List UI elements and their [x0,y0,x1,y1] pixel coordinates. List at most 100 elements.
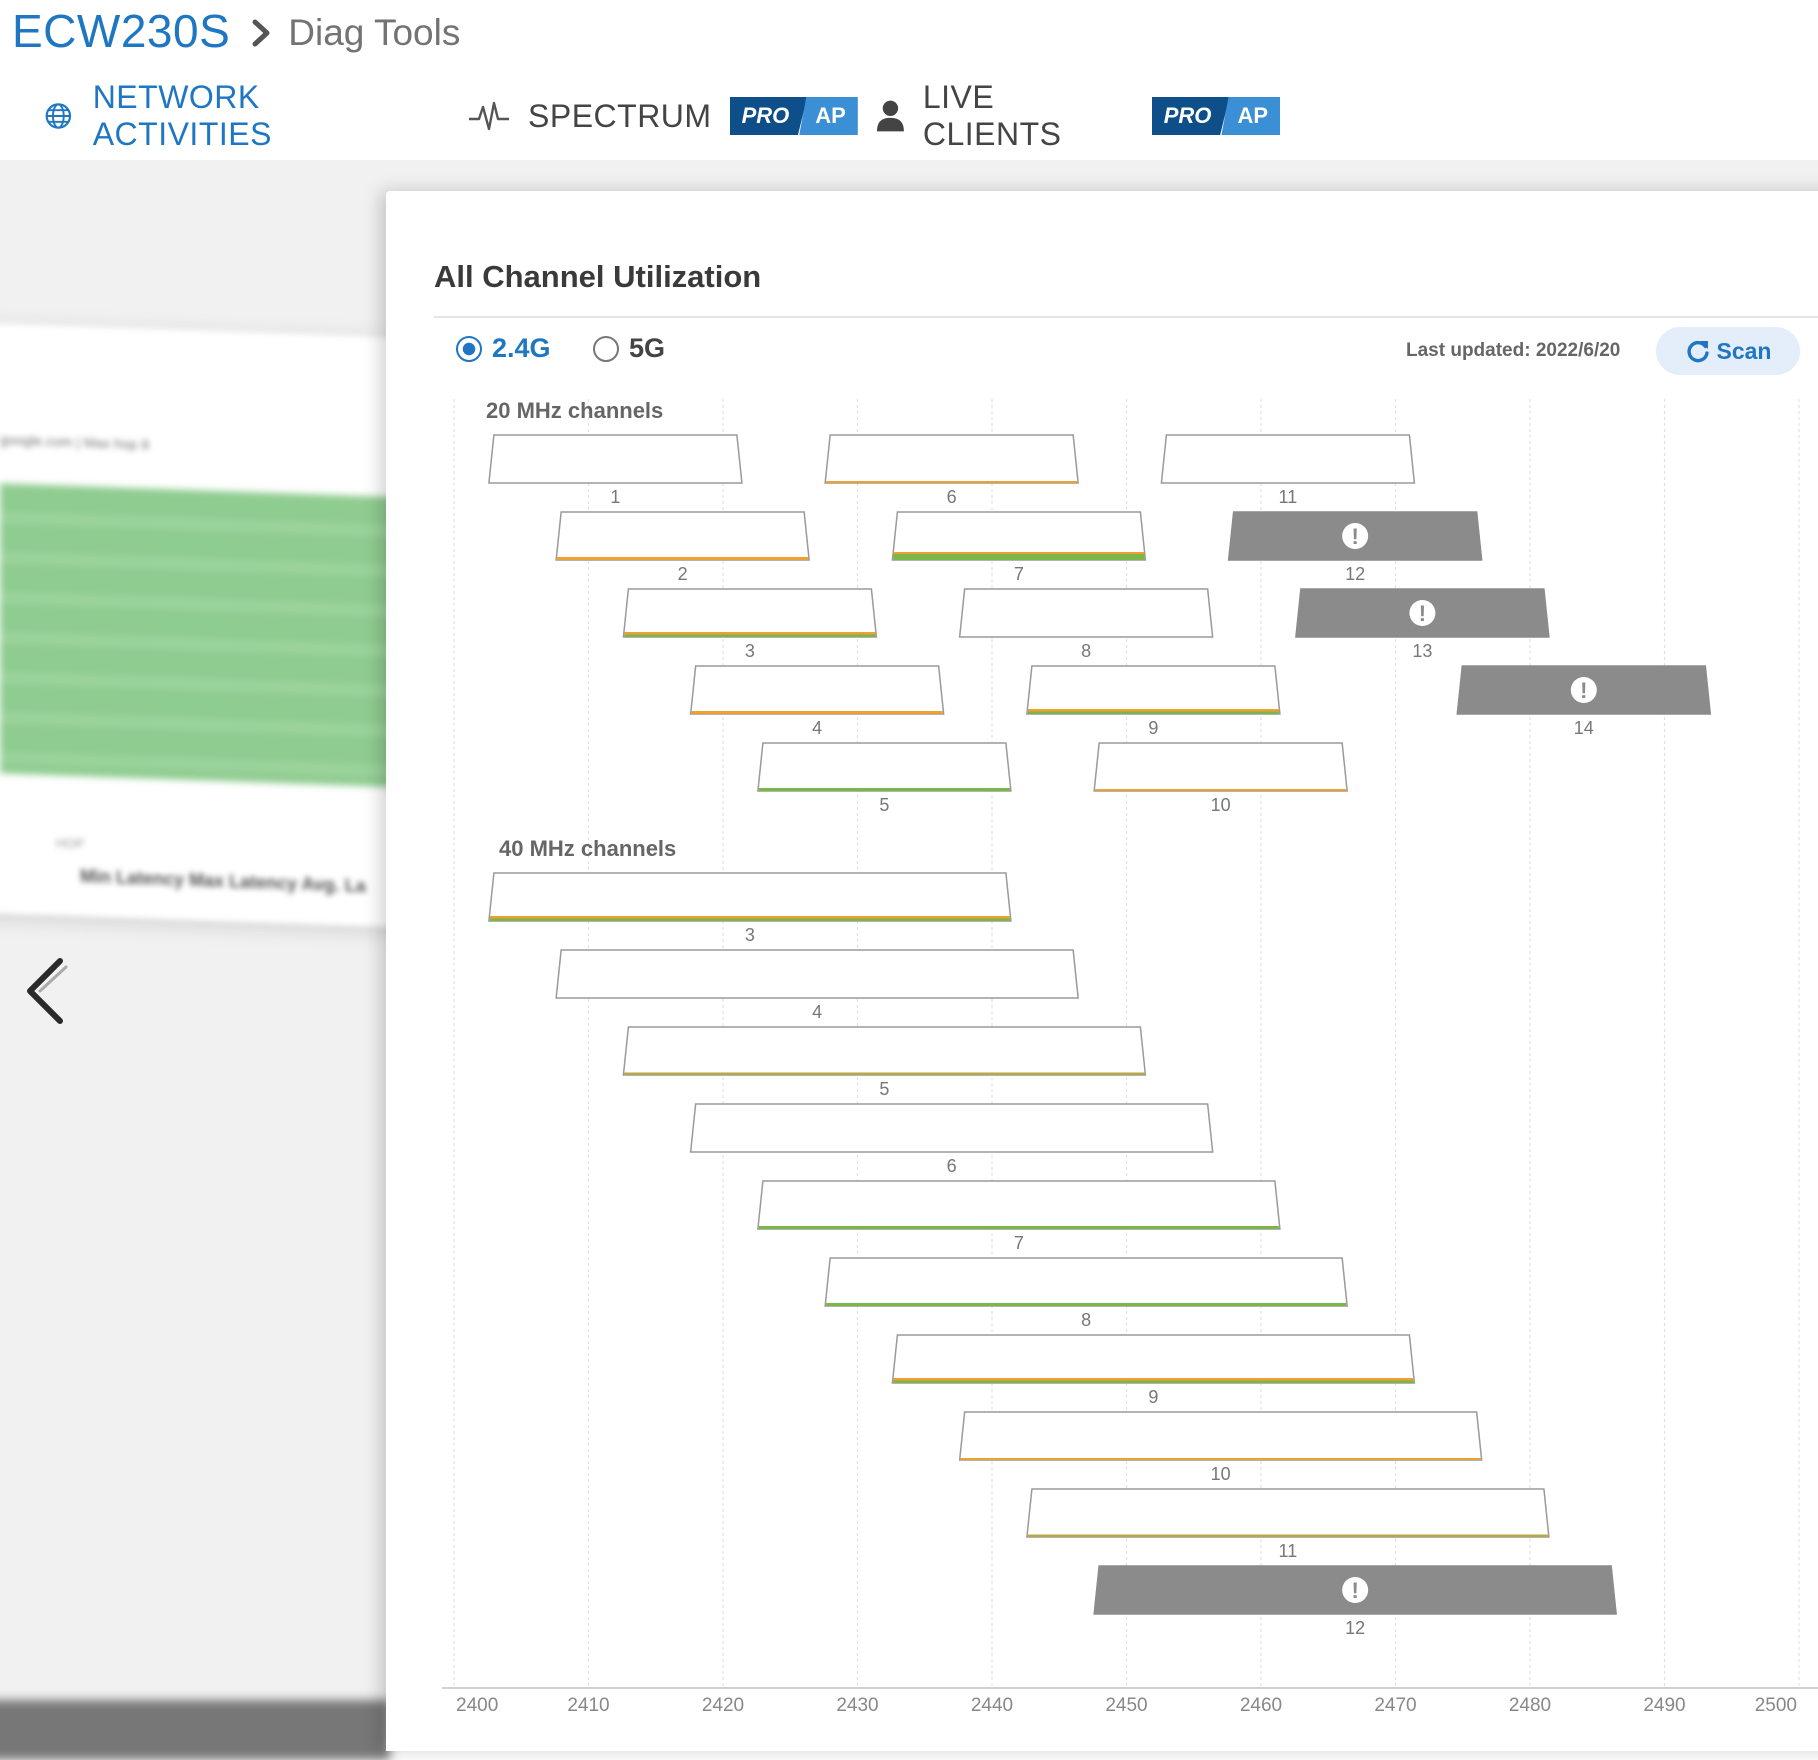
channel-number: 6 [947,487,957,507]
blurred-card: google.com | Max hop 8 HOP Min Latency M… [0,321,420,929]
channel-bar [958,588,1214,638]
chevron-right-icon [252,19,270,47]
breadcrumb: ECW230S Diag Tools [12,0,460,62]
channel-number: 6 [947,1156,957,1176]
blurred-headers: Min Latency Max Latency Avg. La [80,866,366,897]
band-radio-2-4g[interactable]: 2.4G [456,333,551,364]
warning-mark: ! [1580,678,1587,703]
channel-block[interactable]: 9 [1026,665,1281,738]
channel-block[interactable]: 6 [824,434,1079,507]
channel-number: 5 [879,795,889,815]
channel-block[interactable]: 8 [958,588,1214,661]
channel-number: 7 [1014,564,1024,584]
channel-number: 11 [1279,487,1298,507]
channel-number: 11 [1279,1541,1298,1561]
chevron-left-icon[interactable] [22,955,82,1031]
x-tick-label: 2430 [836,1695,878,1716]
channel-block[interactable]: ! 12 [1093,1565,1617,1638]
x-tick-label: 2410 [567,1695,609,1716]
channel-bar [555,949,1079,999]
section-label: 20 MHz channels [486,398,663,423]
channel-number: 7 [1014,1233,1024,1253]
channel-block[interactable]: 7 [891,511,1147,584]
radio-unselected-icon [593,335,619,362]
channel-block[interactable]: 5 [622,1026,1147,1099]
channel-block[interactable]: 3 [622,588,878,661]
channel-number: 10 [1211,795,1231,815]
radio-selected-icon [456,335,482,362]
pulse-icon [469,101,509,131]
band-radio-5g[interactable]: 5G [593,333,665,364]
panel-title: All Channel Utilization [434,259,762,294]
badge-ap: AP [799,97,858,135]
channel-number: 9 [1148,1387,1158,1407]
warning-mark: ! [1351,1578,1358,1603]
channel-bar [1160,434,1416,484]
channel-block[interactable]: 11 [1026,1488,1550,1561]
tab-live-clients[interactable]: LIVE CLIENTS PRO AP [876,72,1280,160]
channel-number: 8 [1081,641,1091,661]
x-tick-label: 2460 [1240,1695,1282,1716]
channel-block[interactable]: 3 [488,872,1012,945]
section-label: 40 MHz channels [499,836,676,861]
channel-number: 12 [1345,564,1365,584]
badge-pro: PRO [1151,97,1230,135]
channel-block[interactable]: 4 [555,949,1079,1022]
channel-number: 2 [678,564,688,584]
channel-block[interactable]: 10 [1093,742,1348,815]
warning-icon [1570,677,1597,703]
channel-block[interactable]: 8 [824,1257,1348,1330]
divider [434,316,1818,318]
globe-icon [45,103,72,129]
tab-spectrum[interactable]: SPECTRUM PRO AP [468,72,858,160]
channel-number: 3 [745,925,755,945]
channel-number: 4 [812,718,822,738]
channel-bar [689,1103,1214,1153]
scan-button[interactable]: Scan [1656,327,1800,375]
x-tick-label: 2480 [1509,1695,1551,1716]
warning-mark: ! [1419,601,1426,626]
channel-block[interactable]: 2 [555,511,810,584]
channel-block[interactable]: 1 [488,434,743,507]
blurred-label: HOP [56,835,85,852]
tab-label: LIVE CLIENTS [922,79,1062,152]
channel-number: 1 [610,487,620,507]
channel-chart: 2400 2410 2420 2430 2440 2450 2460 2470 2480 2490… [442,398,1818,1716]
channel-number: 5 [879,1079,889,1099]
x-tick-label: 2490 [1643,1695,1685,1716]
scan-label: Scan [1716,337,1772,364]
channel-bar [1026,1488,1550,1538]
channel-number: 9 [1148,718,1158,738]
badge-ap: AP [1221,97,1280,135]
blurred-shadow [0,1700,390,1760]
tab-label: NETWORK ACTIVITIES [92,79,272,152]
channel-block[interactable]: 9 [891,1334,1416,1407]
channel-bar [891,1334,1416,1384]
channel-block[interactable]: ! 14 [1456,665,1712,738]
warning-icon [1409,600,1436,626]
channel-bar [689,665,945,715]
channel-number: 12 [1345,1618,1365,1638]
channel-bar [1093,742,1348,792]
channel-bar [824,1257,1348,1307]
tab-bar: NETWORK ACTIVITIES SPECTRUM PRO AP LIVE … [0,72,1280,163]
channel-block[interactable]: 11 [1160,434,1416,507]
channel-bar [757,742,1012,792]
channel-block[interactable]: 7 [757,1180,1281,1253]
channel-block[interactable]: 4 [689,665,945,738]
breadcrumb-device[interactable]: ECW230S [12,5,231,57]
channel-block[interactable]: ! 12 [1227,511,1483,584]
channel-block[interactable]: 10 [958,1411,1483,1484]
x-tick-label: 2470 [1374,1695,1416,1716]
x-tick-label: 2450 [1105,1695,1147,1716]
tab-network-activities[interactable]: NETWORK ACTIVITIES [44,72,410,163]
channel-block[interactable]: 6 [689,1103,1214,1176]
channel-bar [622,1026,1147,1076]
channel-bar [488,872,1012,922]
channel-bar [1026,665,1281,715]
channel-number: 4 [812,1002,822,1022]
x-tick-label: 2420 [702,1695,744,1716]
channel-block[interactable]: ! 13 [1295,588,1550,661]
warning-mark: ! [1351,524,1358,549]
channel-block[interactable]: 5 [757,742,1012,815]
